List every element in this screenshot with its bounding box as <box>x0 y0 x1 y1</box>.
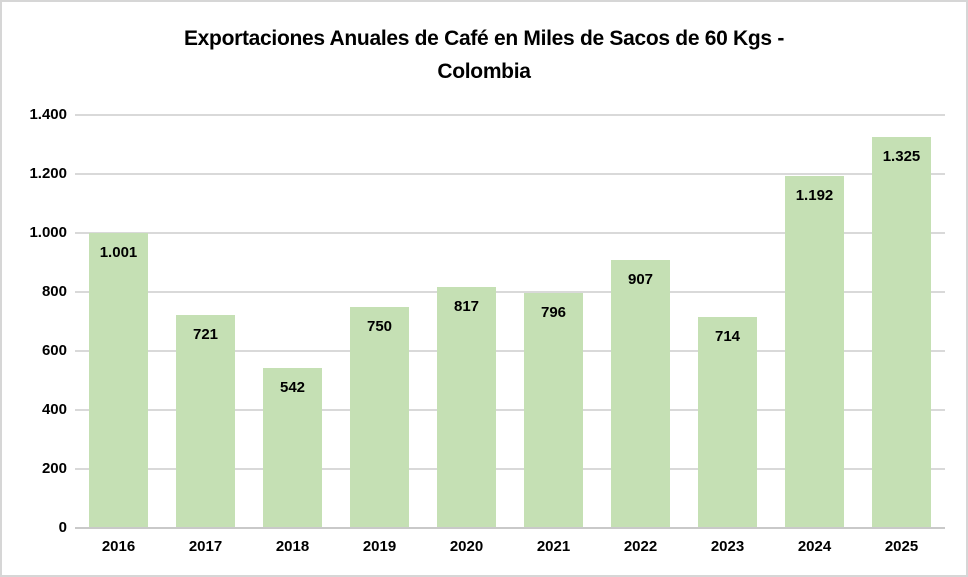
bar-2018: 542 <box>263 368 322 528</box>
bar-slot-2017: 721 <box>162 115 249 528</box>
gridline-1000 <box>75 232 945 234</box>
chart-title: Exportaciones Anuales de Café en Miles d… <box>2 22 966 88</box>
x-axis-tick-label: 2019 <box>362 538 397 555</box>
x-axis-tick-label: 2023 <box>710 538 745 555</box>
y-axis-tick-label: 200 <box>41 460 67 478</box>
bar-2020: 817 <box>437 287 496 528</box>
bar-value-label: 796 <box>540 304 567 322</box>
y-axis-tick-label: 0 <box>58 519 67 536</box>
y-axis-tick-label: 400 <box>41 401 67 419</box>
gridline-200 <box>75 468 945 471</box>
bar-2023: 714 <box>698 317 757 528</box>
bar-slot-2016: 1.001 <box>75 115 162 528</box>
y-axis-tick-label: 1.400 <box>29 106 67 123</box>
x-axis-tick-label: 2021 <box>536 538 571 555</box>
bar-value-label: 750 <box>366 317 393 335</box>
bar-value-label: 1.192 <box>795 187 834 205</box>
bar-series: 1.001 721 542 750 817 796 907 714 1.192 1.325 <box>75 115 945 528</box>
y-axis-tick-label: 600 <box>41 342 67 359</box>
bar-slot-2020: 817 <box>423 115 510 528</box>
bar-slot-2018: 542 <box>249 115 336 528</box>
gridline-800 <box>75 291 945 294</box>
gridline-600 <box>75 350 945 352</box>
bar-value-label: 1.325 <box>882 148 921 166</box>
x-axis-tick-label: 2020 <box>449 538 484 555</box>
bar-slot-2024: 1.192 <box>771 115 858 528</box>
bar-value-label: 817 <box>453 298 480 315</box>
gridline-1400 <box>75 114 945 116</box>
bar-value-label: 714 <box>714 328 741 346</box>
x-axis-tick-label: 2016 <box>101 538 136 555</box>
bar-slot-2021: 796 <box>510 115 597 528</box>
y-axis: 0 200 400 600 800 1.000 1.200 1.400 <box>10 106 67 536</box>
bar-2016: 1.001 <box>89 232 148 528</box>
bar-2021: 796 <box>524 293 583 528</box>
bar-slot-2019: 750 <box>336 115 423 528</box>
chart-title-line-1: Exportaciones Anuales de Café en Miles d… <box>183 27 785 50</box>
bar-2017: 721 <box>176 315 235 528</box>
bar-2019: 750 <box>350 306 409 528</box>
x-axis: 2016 2017 2018 2019 2020 2021 2022 2023 2024 2025 <box>75 538 945 555</box>
bar-value-label: 721 <box>192 326 219 344</box>
x-axis-line <box>75 527 945 529</box>
bar-value-label: 1.001 <box>99 243 138 261</box>
x-axis-tick-label: 2018 <box>275 538 310 555</box>
bar-2025: 1.325 <box>872 137 931 528</box>
bar-2024: 1.192 <box>785 176 844 528</box>
x-axis-tick-label: 2024 <box>797 538 832 555</box>
bar-value-label: 542 <box>279 379 306 397</box>
gridline-400 <box>75 409 945 412</box>
bar-value-label: 907 <box>627 271 654 289</box>
y-axis-tick-label: 1.200 <box>29 165 67 182</box>
bar-2022: 907 <box>611 260 670 528</box>
gridline-1200 <box>75 173 945 175</box>
y-axis-tick-label: 800 <box>41 283 67 301</box>
x-axis-tick-label: 2017 <box>188 538 223 555</box>
y-axis-tick-label: 1.000 <box>29 224 67 241</box>
bar-slot-2022: 907 <box>597 115 684 528</box>
chart-title-line-2: Colombia <box>437 60 531 83</box>
x-axis-tick-label: 2025 <box>884 538 919 555</box>
x-axis-tick-label: 2022 <box>623 538 658 555</box>
bar-slot-2023: 714 <box>684 115 771 528</box>
plot-area: 1.001 721 542 750 817 796 907 714 1.192 1.325 <box>75 114 945 529</box>
bar-slot-2025: 1.325 <box>858 115 945 528</box>
